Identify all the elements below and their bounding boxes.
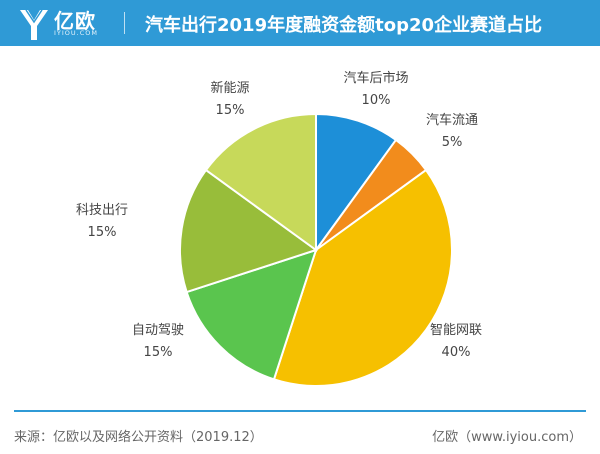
- header-divider: [124, 12, 125, 34]
- slice-label: 汽车后市场: [343, 70, 408, 86]
- slice-label: 汽车流通: [426, 112, 478, 128]
- slice-value-label: 15%: [88, 225, 117, 240]
- iyiou-logo-icon: [20, 9, 48, 40]
- slice-label: 科技出行: [76, 203, 128, 218]
- pie-slice-5: [179, 168, 319, 294]
- site-credit: 亿欧（www.iyiou.com）: [432, 430, 582, 445]
- slice-value-label: 10%: [362, 93, 391, 108]
- footer-divider: [14, 410, 586, 412]
- slice-value-label: 5%: [442, 135, 463, 150]
- pie-chart: 汽车后市场 10% 汽车流通 5% 智能网联 40% 自动驾驶 15% 科技出行 15% 新能源 15…: [76, 70, 482, 387]
- pie-slice-3: [272, 168, 453, 387]
- slice-label: 自动驾驶: [132, 323, 184, 338]
- slice-value-label: 40%: [442, 345, 471, 360]
- slice-value-label: 15%: [144, 345, 173, 360]
- slice-value-label: 15%: [216, 103, 245, 118]
- header-bar: 亿欧 IYIOU.COM 汽车出行2019年度融资金额top20企业赛道占比: [0, 0, 600, 46]
- slice-label: 智能网联: [430, 323, 482, 338]
- slice-label: 新能源: [210, 80, 249, 96]
- pie-slice-1: [315, 112, 398, 254]
- brand-name: 亿欧: [54, 9, 96, 33]
- chart-title: 汽车出行2019年度融资金额top20企业赛道占比: [145, 15, 543, 36]
- source-note: 来源：亿欧以及网络公开资料（2019.12）: [14, 430, 263, 445]
- pie-slice-6: [204, 112, 317, 252]
- brand-subtitle: IYIOU.COM: [54, 29, 99, 37]
